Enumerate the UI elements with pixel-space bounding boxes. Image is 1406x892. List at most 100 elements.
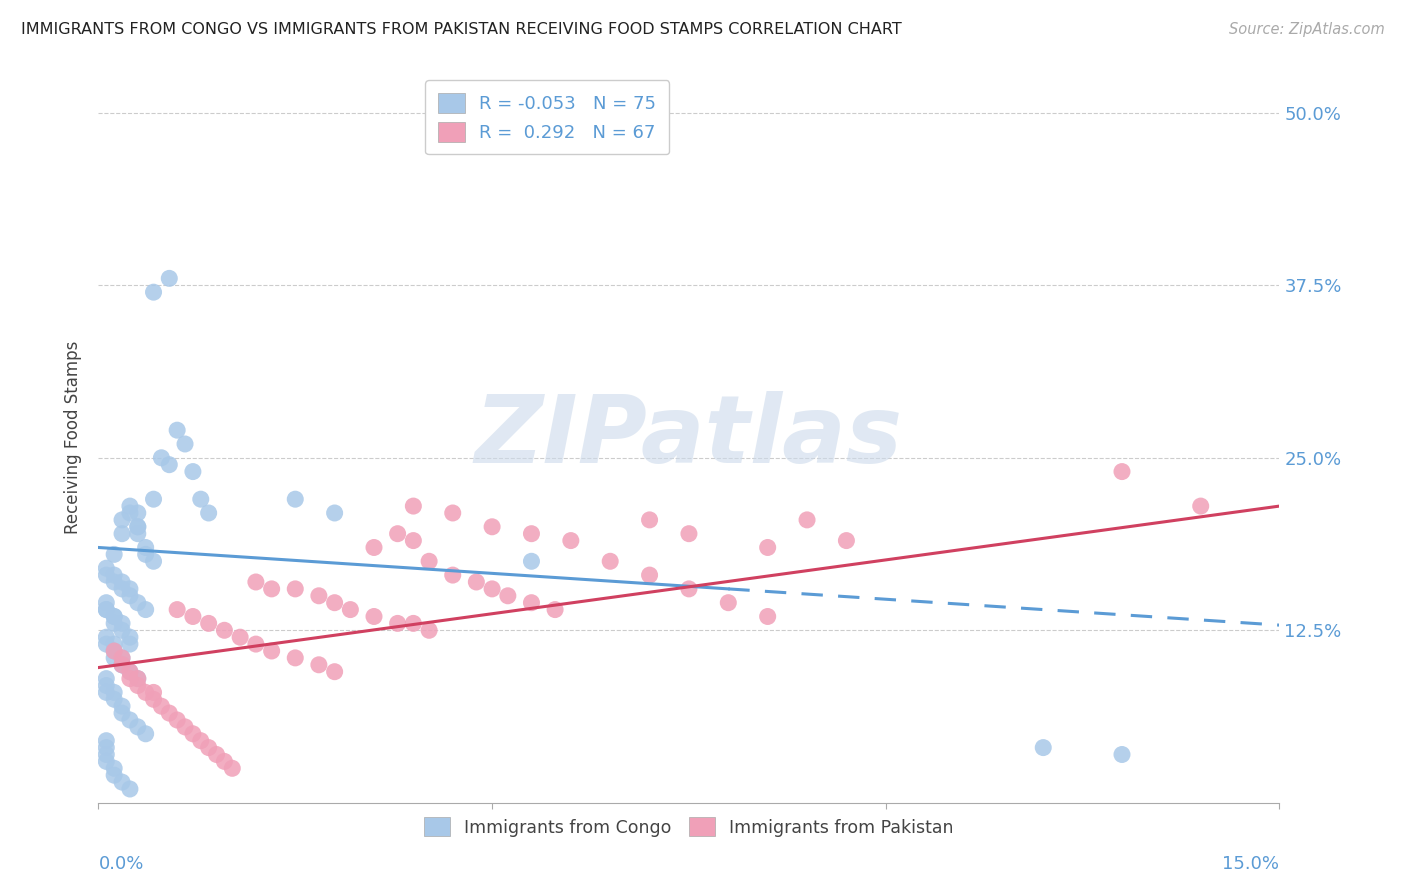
Point: [1189, 499, 1212, 513]
Point: [166, 602, 188, 616]
Point: [96, 568, 118, 582]
Point: [214, 755, 236, 769]
Point: [111, 582, 134, 596]
Point: [465, 574, 488, 589]
Point: [96, 755, 118, 769]
Y-axis label: Receiving Food Stamps: Receiving Food Stamps: [65, 341, 83, 533]
Point: [103, 644, 125, 658]
Point: [284, 582, 307, 596]
Point: [111, 624, 134, 638]
Point: [127, 506, 149, 520]
Point: [323, 596, 346, 610]
Point: [197, 506, 219, 520]
Point: [520, 554, 543, 568]
Point: [103, 768, 125, 782]
Point: [96, 678, 118, 692]
Point: [103, 692, 125, 706]
Point: [284, 492, 307, 507]
Point: [387, 526, 409, 541]
Point: [103, 616, 125, 631]
Point: [142, 692, 165, 706]
Point: [118, 589, 141, 603]
Point: [402, 616, 425, 631]
Point: [96, 602, 118, 616]
Point: [111, 657, 134, 672]
Point: [127, 672, 149, 686]
Point: [481, 582, 503, 596]
Point: [118, 582, 141, 596]
Point: [103, 685, 125, 699]
Point: [96, 602, 118, 616]
Point: [756, 609, 779, 624]
Point: [127, 720, 149, 734]
Point: [127, 672, 149, 686]
Point: [363, 609, 385, 624]
Point: [135, 541, 157, 555]
Point: [190, 492, 212, 507]
Point: [560, 533, 582, 548]
Point: [111, 651, 134, 665]
Point: [103, 574, 125, 589]
Point: [796, 513, 818, 527]
Point: [127, 526, 149, 541]
Point: [214, 624, 236, 638]
Point: [111, 574, 134, 589]
Point: [678, 526, 700, 541]
Point: [197, 616, 219, 631]
Point: [118, 506, 141, 520]
Point: [135, 685, 157, 699]
Point: [166, 423, 188, 437]
Point: [142, 285, 165, 300]
Text: 15.0%: 15.0%: [1222, 855, 1279, 873]
Point: [103, 609, 125, 624]
Point: [181, 609, 204, 624]
Point: [166, 713, 188, 727]
Point: [111, 651, 134, 665]
Point: [127, 520, 149, 534]
Point: [756, 541, 779, 555]
Point: [118, 665, 141, 679]
Point: [142, 492, 165, 507]
Point: [599, 554, 621, 568]
Point: [174, 720, 197, 734]
Point: [308, 589, 330, 603]
Point: [157, 458, 180, 472]
Point: [127, 596, 149, 610]
Point: [150, 699, 173, 714]
Point: [96, 596, 118, 610]
Point: [111, 526, 134, 541]
Point: [260, 644, 283, 658]
Point: [118, 672, 141, 686]
Point: [111, 699, 134, 714]
Point: [418, 554, 440, 568]
Point: [111, 513, 134, 527]
Point: [197, 740, 219, 755]
Point: [181, 465, 204, 479]
Point: [127, 520, 149, 534]
Text: 0.0%: 0.0%: [98, 855, 143, 873]
Point: [205, 747, 228, 762]
Point: [260, 582, 283, 596]
Point: [118, 637, 141, 651]
Point: [284, 651, 307, 665]
Point: [96, 733, 118, 747]
Point: [103, 609, 125, 624]
Point: [96, 747, 118, 762]
Point: [96, 637, 118, 651]
Point: [717, 596, 740, 610]
Point: [402, 533, 425, 548]
Text: IMMIGRANTS FROM CONGO VS IMMIGRANTS FROM PAKISTAN RECEIVING FOOD STAMPS CORRELAT: IMMIGRANTS FROM CONGO VS IMMIGRANTS FROM…: [21, 22, 901, 37]
Point: [418, 624, 440, 638]
Point: [1032, 740, 1054, 755]
Point: [103, 637, 125, 651]
Point: [481, 520, 503, 534]
Point: [142, 685, 165, 699]
Point: [520, 526, 543, 541]
Point: [111, 657, 134, 672]
Point: [111, 706, 134, 720]
Point: [402, 499, 425, 513]
Point: [441, 506, 464, 520]
Point: [678, 582, 700, 596]
Point: [1111, 465, 1133, 479]
Point: [103, 568, 125, 582]
